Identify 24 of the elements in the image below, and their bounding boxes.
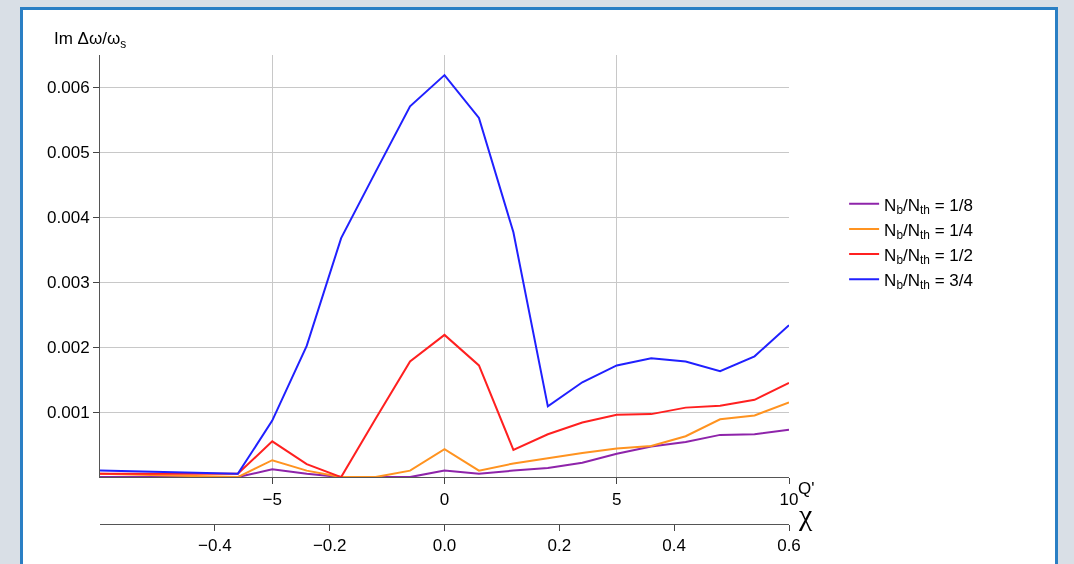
x-tick-label: 5 — [612, 489, 622, 509]
y-tick-label: 0.002 — [47, 338, 90, 358]
y-tick-label: 0.003 — [47, 273, 90, 293]
x2-tick-label: −0.4 — [198, 536, 232, 556]
x2-tick-label: 0.4 — [662, 536, 686, 556]
y-tick-label: 0.006 — [47, 78, 90, 98]
x-axis-title: Q' — [798, 479, 815, 498]
y-tick-label: 0.005 — [47, 143, 90, 163]
x-tick-label: −5 — [262, 489, 282, 509]
x2-tick-label: 0.2 — [547, 536, 572, 556]
legend-label: N$_{b}$/N$_{th}$ = 3/4 — [884, 270, 973, 293]
legend-label: N$_{b}$/N$_{th}$ = 1/2 — [884, 245, 973, 268]
x2-tick-label: 0.6 — [777, 536, 801, 556]
y-tick-label: 0.004 — [47, 208, 90, 228]
y-tick-label: 0.001 — [47, 403, 90, 423]
y-axis-title: Im Δω/ω$_{s}$ — [54, 29, 127, 51]
x2-tick-label: 0.0 — [432, 536, 457, 556]
x-tick-label: 0 — [439, 489, 450, 509]
x-tick-label: 10 — [779, 489, 799, 509]
line-series — [100, 74, 789, 475]
legend-label: N$_{b}$/N$_{th}$ = 1/4 — [884, 220, 973, 243]
x2-axis-title: χ — [798, 498, 813, 531]
x2-tick-label: −0.2 — [312, 536, 347, 556]
legend-label: N$_{b}$/N$_{th}$ = 1/8 — [884, 195, 973, 218]
